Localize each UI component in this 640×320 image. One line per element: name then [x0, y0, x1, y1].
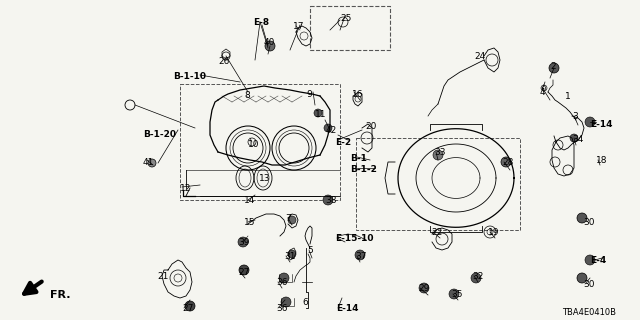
Text: 14: 14 [244, 196, 255, 205]
Text: 11: 11 [315, 110, 326, 119]
Text: 36: 36 [276, 304, 287, 313]
Text: B-1-2: B-1-2 [350, 165, 377, 174]
Text: 7: 7 [285, 214, 291, 223]
Text: 40: 40 [264, 38, 275, 47]
Text: 27: 27 [182, 304, 193, 313]
Text: 4: 4 [540, 88, 546, 97]
Text: 13: 13 [259, 174, 271, 183]
Text: 1: 1 [565, 92, 571, 101]
Circle shape [501, 157, 511, 167]
Text: E-8: E-8 [253, 18, 269, 27]
Text: 22: 22 [431, 228, 442, 237]
Circle shape [281, 297, 291, 307]
Text: B-1-20: B-1-20 [143, 130, 176, 139]
Circle shape [577, 213, 587, 223]
Circle shape [314, 109, 322, 117]
Circle shape [449, 289, 459, 299]
Circle shape [549, 63, 559, 73]
Text: B-1-10: B-1-10 [173, 72, 206, 81]
Circle shape [185, 301, 195, 311]
Text: 5: 5 [307, 246, 313, 255]
Text: 42: 42 [326, 126, 337, 135]
Circle shape [265, 41, 275, 51]
Bar [310, 6, 390, 50]
Text: 34: 34 [572, 135, 584, 144]
Circle shape [585, 255, 595, 265]
Text: 39: 39 [238, 238, 250, 247]
Text: 3: 3 [572, 112, 578, 121]
Text: 12: 12 [180, 184, 191, 193]
Text: E-4: E-4 [590, 256, 606, 265]
Text: 31: 31 [284, 252, 296, 261]
Text: 30: 30 [583, 218, 595, 227]
Circle shape [148, 159, 156, 167]
Text: 26: 26 [218, 57, 229, 66]
Text: 25: 25 [340, 14, 351, 23]
Text: 10: 10 [248, 140, 259, 149]
Text: TBA4E0410B: TBA4E0410B [562, 308, 616, 317]
Text: 38: 38 [325, 196, 337, 205]
Text: 17: 17 [293, 22, 305, 31]
Text: B-1: B-1 [350, 154, 367, 163]
Text: 21: 21 [157, 272, 168, 281]
Circle shape [288, 216, 296, 224]
Text: E-14: E-14 [336, 304, 358, 313]
Text: 2: 2 [550, 62, 556, 71]
Text: 32: 32 [472, 272, 483, 281]
Circle shape [419, 283, 429, 293]
Circle shape [323, 195, 333, 205]
Circle shape [238, 237, 248, 247]
Text: 6: 6 [302, 298, 308, 307]
Text: 30: 30 [583, 280, 595, 289]
Text: 19: 19 [488, 228, 499, 237]
Text: 28: 28 [502, 158, 513, 167]
Circle shape [570, 134, 578, 142]
Text: 27: 27 [238, 268, 250, 277]
Circle shape [433, 150, 443, 160]
Circle shape [239, 265, 249, 275]
Text: 24: 24 [474, 52, 485, 61]
Circle shape [355, 250, 365, 260]
Text: E-15-10: E-15-10 [335, 234, 374, 243]
Text: 41: 41 [143, 158, 154, 167]
Text: 35: 35 [451, 290, 463, 299]
Circle shape [324, 124, 332, 132]
Text: 8: 8 [244, 91, 250, 100]
Bar [180, 84, 340, 200]
Text: FR.: FR. [50, 290, 70, 300]
Text: 33: 33 [434, 148, 445, 157]
Text: 16: 16 [352, 90, 364, 99]
Text: 36: 36 [276, 278, 287, 287]
Text: 20: 20 [365, 122, 376, 131]
Bar [356, 138, 520, 230]
Circle shape [585, 117, 595, 127]
Circle shape [288, 250, 296, 258]
Text: 15: 15 [244, 218, 255, 227]
Text: 29: 29 [418, 284, 429, 293]
Circle shape [471, 273, 481, 283]
Text: 9: 9 [306, 90, 312, 99]
Circle shape [577, 273, 587, 283]
Text: 18: 18 [596, 156, 607, 165]
Text: E-14: E-14 [590, 120, 612, 129]
Text: 37: 37 [355, 252, 367, 261]
Text: E-2: E-2 [335, 138, 351, 147]
Circle shape [279, 273, 289, 283]
